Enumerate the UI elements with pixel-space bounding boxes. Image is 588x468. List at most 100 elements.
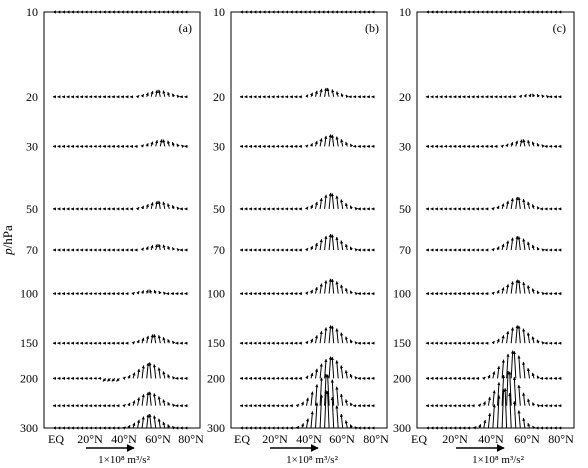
flux-vector xyxy=(512,350,517,379)
flux-vector xyxy=(500,144,504,149)
panel-b: (b) 10 20 30 50 70 100 150 200 300 EQ 20… xyxy=(207,5,389,466)
flux-vector xyxy=(309,204,313,210)
flux-vector xyxy=(324,389,328,429)
flux-vector xyxy=(145,246,149,251)
flux-vector xyxy=(145,289,149,294)
flux-vector xyxy=(522,238,526,251)
flux-vector xyxy=(527,201,531,210)
flux-vector xyxy=(335,328,339,344)
flux-vector xyxy=(167,339,171,344)
flux-vector xyxy=(150,141,154,147)
panel-c-frame xyxy=(416,11,575,429)
flux-vector xyxy=(319,363,323,379)
ytick-label: 20 xyxy=(26,90,38,104)
flux-vector xyxy=(145,143,149,147)
flux-vector xyxy=(157,367,161,379)
flux-vector xyxy=(491,340,495,345)
flux-vector xyxy=(501,388,506,429)
flux-vector xyxy=(140,144,144,148)
y-axis-label: p/hPa xyxy=(0,225,15,256)
flux-vector xyxy=(107,378,111,382)
flux-vector xyxy=(335,360,339,379)
flux-vector xyxy=(157,200,161,209)
flux-vector xyxy=(340,332,344,344)
flux-vector xyxy=(531,288,535,294)
flux-vector xyxy=(145,92,149,97)
flux-vector xyxy=(158,290,162,295)
flux-vector xyxy=(354,376,358,380)
flux-vector xyxy=(314,201,318,210)
flux-vector xyxy=(517,384,521,406)
ytick-label: 100 xyxy=(393,287,411,301)
flux-vector xyxy=(162,291,167,296)
flux-vector xyxy=(531,204,535,210)
flux-vector xyxy=(349,373,353,379)
flux-vector xyxy=(340,284,344,294)
flux-vector xyxy=(491,207,495,211)
flux-vector xyxy=(176,143,180,148)
flux-vector xyxy=(304,144,309,149)
flux-vector xyxy=(330,193,335,209)
flux-vector xyxy=(319,197,323,209)
flux-vector xyxy=(349,290,354,294)
flux-vector xyxy=(515,140,519,147)
panel-b-frame xyxy=(230,11,388,429)
flux-vector xyxy=(324,194,328,209)
panel-a-scale-label: 1×10⁸ m³/s² xyxy=(98,454,150,466)
flux-vector xyxy=(536,246,540,251)
flux-vector xyxy=(522,392,526,406)
ytick-label: 150 xyxy=(20,336,38,350)
flux-vector xyxy=(319,394,324,429)
flux-vector xyxy=(111,378,116,382)
flux-vector xyxy=(167,424,171,429)
xtick-label: EQ xyxy=(48,432,64,446)
flux-vector xyxy=(162,201,166,210)
flux-vector xyxy=(536,290,540,295)
flux-vector xyxy=(146,391,150,406)
flux-vector xyxy=(510,350,515,379)
xtick-label: 80°N xyxy=(363,432,389,446)
flux-vector xyxy=(518,94,523,99)
flux-vector xyxy=(506,283,510,294)
flux-vector xyxy=(510,281,514,294)
flux-vector xyxy=(157,418,161,429)
flux-vector xyxy=(522,281,526,294)
ytick-label: 20 xyxy=(399,90,411,104)
xtick-label: 40°N xyxy=(478,432,504,446)
flux-vector xyxy=(515,325,519,344)
flux-vector xyxy=(545,95,550,99)
flux-vector xyxy=(137,419,141,429)
flux-vector xyxy=(314,140,318,147)
flux-vector xyxy=(309,92,313,97)
flux-vector xyxy=(536,375,540,380)
flux-vector xyxy=(527,139,531,147)
ytick-label: 30 xyxy=(399,139,411,153)
flux-vector xyxy=(149,289,153,294)
flux-vector xyxy=(162,139,166,147)
xtick-label: 20°N xyxy=(77,432,103,446)
panel-a-label: (a) xyxy=(179,21,192,35)
flux-vector xyxy=(171,141,175,147)
flux-vector xyxy=(159,139,163,147)
flux-vector xyxy=(176,248,181,252)
flux-vector xyxy=(135,206,140,211)
panel-a-yticks: 10 20 30 50 70 100 150 200 300 xyxy=(20,5,38,435)
flux-vector xyxy=(141,365,145,379)
flux-vector xyxy=(328,134,332,147)
flux-vector xyxy=(136,339,140,344)
flux-vector xyxy=(527,398,531,406)
flux-vector xyxy=(153,333,157,344)
flux-vector xyxy=(344,399,349,406)
flux-vector xyxy=(150,201,154,210)
flux-vector xyxy=(148,391,152,406)
flux-vector xyxy=(526,285,531,294)
flux-vector xyxy=(483,419,487,429)
flux-vector xyxy=(506,330,510,344)
flux-vector xyxy=(155,200,159,209)
flux-vector xyxy=(510,197,514,209)
flux-vector xyxy=(324,327,328,344)
ytick-label: 200 xyxy=(20,371,38,385)
flux-vector xyxy=(328,233,332,251)
flux-vector xyxy=(482,376,486,381)
flux-vector xyxy=(541,341,545,345)
